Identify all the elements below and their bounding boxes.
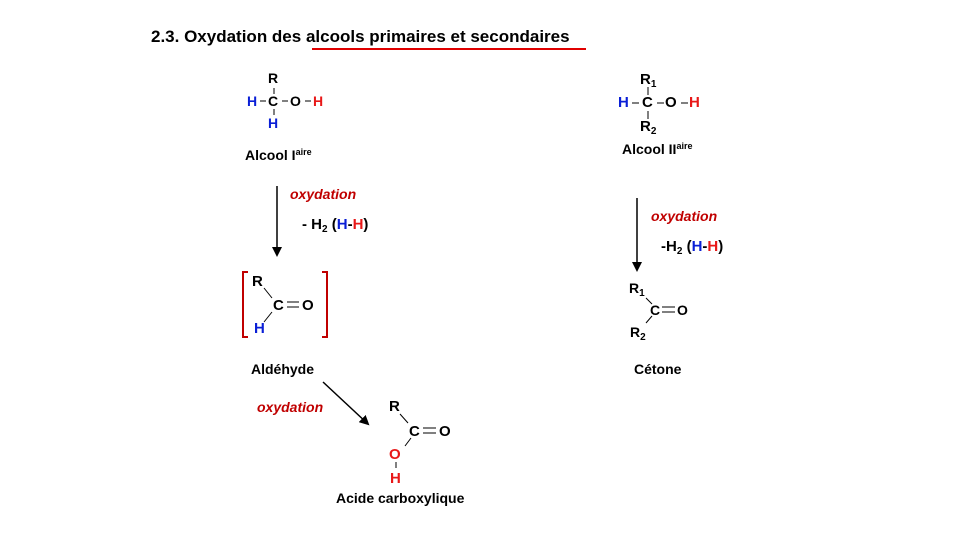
acid-atom-r: R (389, 398, 400, 415)
atom-o-2: O (665, 94, 677, 111)
h2-elimination-1: - H2 (H-H) (302, 216, 369, 235)
bond-acid-r (399, 413, 409, 424)
ald-atom-r: R (252, 273, 263, 290)
oxydation-label-3: oxydation (651, 208, 718, 224)
acid-atom-h: H (390, 470, 401, 487)
acide-carboxylique-label: Acide carboxylique (336, 490, 465, 506)
bond-cet-r1 (645, 297, 653, 305)
acid-atom-c: C (409, 423, 420, 440)
atom-h-left-2: H (618, 94, 629, 111)
atom-r2: R2 (640, 118, 657, 137)
ald-atom-o: O (302, 297, 314, 314)
acid-atom-o: O (389, 446, 401, 463)
cet-atom-c: C (650, 302, 661, 318)
aldehyde-label: Aldéhyde (251, 361, 315, 377)
atom-h-right-2: H (689, 94, 700, 111)
bracket-left (242, 271, 248, 338)
atom-c-2: C (642, 94, 653, 111)
ald-atom-c: C (273, 297, 284, 314)
oxydation-label-2: oxydation (257, 399, 324, 415)
atom-c: C (268, 93, 279, 109)
h2-elimination-2: -H2 (H-H) (661, 238, 724, 257)
alcool-secondaire-label: Alcool IIaire (622, 141, 693, 157)
atom-r: R (268, 70, 279, 86)
page-title: 2.3. Oxydation des alcools primaires et … (151, 27, 570, 46)
atom-h-bottom: H (268, 115, 279, 131)
cet-atom-r1: R1 (629, 280, 645, 299)
arrow-diagonal (322, 381, 370, 426)
atom-r1: R1 (640, 71, 657, 90)
atom-h-right: H (313, 93, 324, 109)
bond-cet-r2 (645, 315, 653, 324)
cet-atom-o: O (677, 302, 688, 318)
cet-atom-r2: R2 (630, 324, 646, 343)
oxydation-label-1: oxydation (290, 186, 357, 202)
bond-acid-o (404, 437, 412, 447)
bond-ald-r (263, 287, 273, 299)
bracket-right (322, 271, 328, 338)
bond-ald-h (263, 311, 273, 323)
acid-atom-o-double: O (439, 423, 451, 440)
atom-o: O (290, 93, 301, 109)
ald-atom-h: H (254, 320, 265, 337)
cetone-label: Cétone (634, 361, 682, 377)
alcool-primaire-label: Alcool Iaire (245, 147, 312, 163)
atom-h-left: H (247, 93, 258, 109)
